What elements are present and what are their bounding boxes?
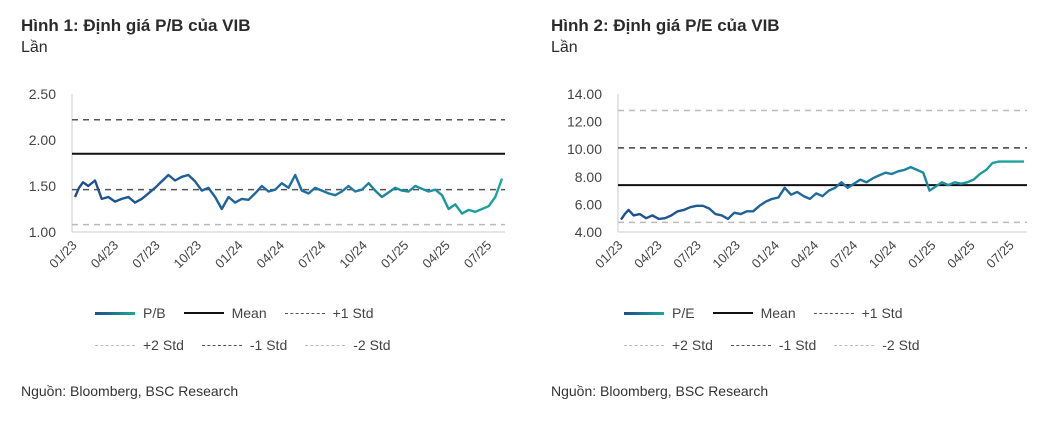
legend-swatch bbox=[624, 311, 664, 315]
legend-swatch bbox=[201, 344, 242, 346]
legend-label: -2 Std bbox=[353, 337, 391, 353]
legend-swatch bbox=[305, 344, 346, 346]
legend-swatch bbox=[834, 344, 875, 346]
legend-item: Mean bbox=[712, 305, 796, 321]
series-line-pe bbox=[620, 160, 1024, 221]
legend-label: +2 Std bbox=[143, 337, 184, 353]
y-unit-label: Lần bbox=[21, 39, 48, 56]
y-tick-label: 14.00 bbox=[567, 86, 602, 102]
x-tick-label: 07/23 bbox=[670, 238, 704, 272]
x-tick-label: 04/23 bbox=[88, 238, 122, 272]
x-tick-label: 10/24 bbox=[866, 238, 900, 272]
legend-swatch bbox=[284, 312, 325, 314]
x-tick-label: 10/23 bbox=[171, 238, 205, 272]
y-tick-label: 10.00 bbox=[567, 141, 602, 157]
y-tick-label: 1.50 bbox=[29, 178, 56, 194]
legend-swatch bbox=[183, 312, 224, 314]
legend-label: +1 Std bbox=[332, 305, 374, 321]
x-tick-label: 10/24 bbox=[336, 238, 370, 272]
y-tick-label: 6.00 bbox=[575, 196, 602, 212]
legend-row: P/B Mean +1 Std bbox=[95, 302, 505, 324]
y-tick-label: 4.00 bbox=[575, 224, 602, 240]
legend-swatch bbox=[813, 312, 854, 314]
chart-legend: P/B Mean +1 Std +2 Std -1 Std -2 Std bbox=[95, 302, 505, 366]
legend-item: P/B bbox=[95, 305, 166, 321]
legend-swatch bbox=[624, 344, 664, 346]
legend-label: P/E bbox=[672, 305, 695, 321]
x-tick-label: 04/24 bbox=[788, 238, 822, 272]
x-tick-label: 10/23 bbox=[709, 238, 743, 272]
legend-item: Mean bbox=[183, 305, 267, 321]
x-tick-label: 01/23 bbox=[46, 238, 80, 272]
legend-label: -1 Std bbox=[778, 337, 817, 353]
chart-legend: P/E Mean +1 Std +2 Std -1 Std -2 Std bbox=[624, 302, 1034, 366]
x-tick-label: 07/25 bbox=[983, 238, 1017, 272]
chart-title: Hình 1: Định giá P/B của VIB bbox=[21, 16, 251, 35]
legend-label: -2 Std bbox=[882, 337, 920, 353]
chart-panel-pb: Hình 1: Định giá P/B của VIB Lần 1.00 1.5… bbox=[0, 0, 505, 426]
legend-item: +1 Std bbox=[284, 305, 374, 321]
legend-label: Mean bbox=[231, 305, 267, 321]
legend-item: -2 Std bbox=[834, 337, 920, 353]
legend-label: P/B bbox=[143, 305, 166, 321]
chart-title: Hình 2: Định giá P/E của VIB bbox=[551, 16, 780, 35]
y-tick-label: 2.00 bbox=[29, 132, 56, 148]
legend-item: +2 Std bbox=[95, 337, 184, 353]
x-tick-label: 01/25 bbox=[378, 238, 412, 272]
legend-label: +1 Std bbox=[861, 305, 903, 321]
x-tick-label: 07/23 bbox=[129, 238, 163, 272]
legend-item: -1 Std bbox=[730, 337, 817, 353]
x-tick-label: 04/25 bbox=[419, 238, 453, 272]
legend-item: +1 Std bbox=[813, 305, 903, 321]
legend-swatch bbox=[95, 344, 135, 346]
x-tick-label: 01/24 bbox=[212, 238, 246, 272]
x-tick-label: 07/24 bbox=[295, 238, 329, 272]
x-tick-label: 07/25 bbox=[461, 238, 495, 272]
x-tick-label: 04/23 bbox=[631, 238, 665, 272]
legend-row: +2 Std -1 Std -2 Std bbox=[95, 334, 505, 356]
legend-item: -1 Std bbox=[201, 337, 288, 353]
y-tick-label: 8.00 bbox=[575, 169, 602, 185]
legend-item: -2 Std bbox=[305, 337, 391, 353]
x-tick-label: 01/25 bbox=[905, 238, 939, 272]
legend-item: +2 Std bbox=[624, 337, 713, 353]
y-tick-label: 12.00 bbox=[567, 114, 602, 130]
source-note: Nguồn: Bloomberg, BSC Research bbox=[551, 383, 769, 399]
x-tick-label: 04/25 bbox=[944, 238, 978, 272]
chart-panel-pe: Hình 2: Định giá P/E của VIB Lần 4.00 6.0… bbox=[530, 0, 1030, 426]
legend-swatch bbox=[712, 312, 753, 314]
x-tick-label: 04/24 bbox=[253, 238, 287, 272]
legend-item: P/E bbox=[624, 305, 695, 321]
legend-swatch bbox=[730, 344, 771, 346]
legend-swatch bbox=[95, 311, 135, 315]
y-tick-label: 1.00 bbox=[29, 224, 56, 240]
x-tick-label: 07/24 bbox=[827, 238, 861, 272]
legend-label: Mean bbox=[760, 305, 796, 321]
source-note: Nguồn: Bloomberg, BSC Research bbox=[21, 383, 239, 399]
legend-label: -1 Std bbox=[249, 337, 288, 353]
legend-row: +2 Std -1 Std -2 Std bbox=[624, 334, 1034, 356]
legend-row: P/E Mean +1 Std bbox=[624, 302, 1034, 324]
x-tick-label: 01/24 bbox=[749, 238, 783, 272]
x-tick-label: 01/23 bbox=[592, 238, 626, 272]
y-unit-label: Lần bbox=[551, 39, 578, 56]
legend-label: +2 Std bbox=[672, 337, 713, 353]
y-tick-label: 2.50 bbox=[29, 86, 56, 102]
series-line-pb bbox=[73, 173, 504, 215]
